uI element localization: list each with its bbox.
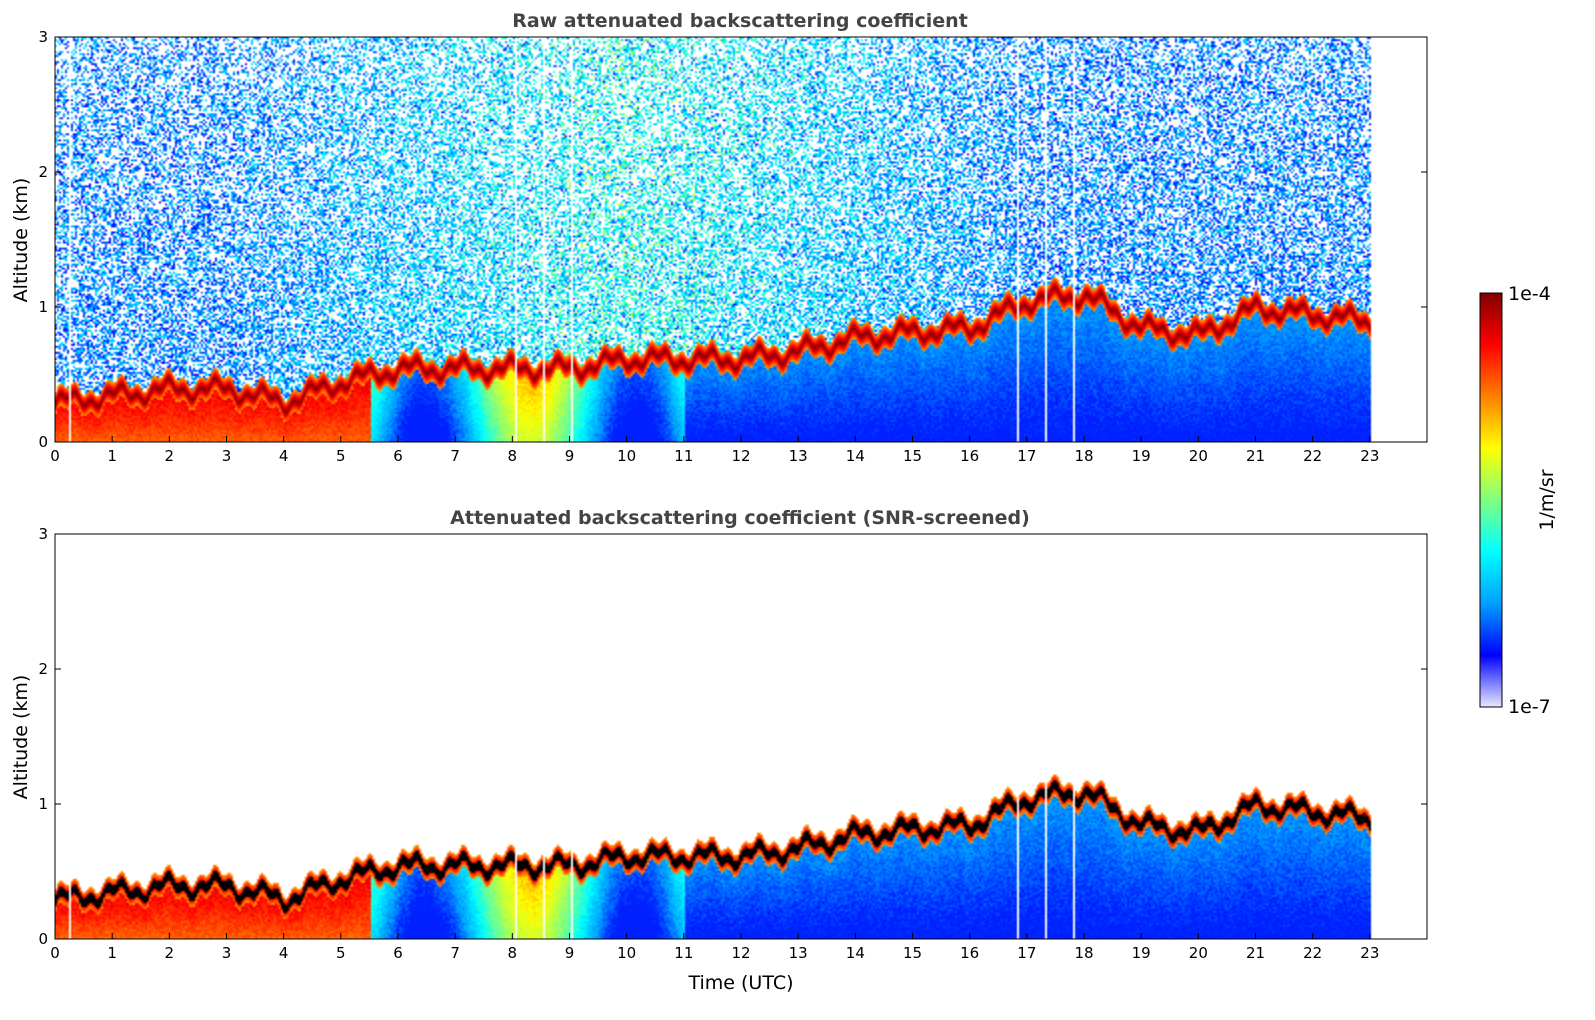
y-tick-label: 1	[38, 298, 48, 316]
x-tick-label: 0	[50, 447, 60, 465]
raw-axis-ticks: 0 1 2 3 4 5 6 7 8 9 10 11 12 13 14 15 16 17 18 19 20 21 22 2301…	[38, 28, 1427, 465]
x-tick-label: 22	[1303, 447, 1322, 465]
x-tick-label: 11	[674, 944, 693, 962]
raw-backscatter-panel: Raw attenuated backscattering coefficien…	[10, 10, 1428, 465]
x-axis-label: Time (UTC)	[687, 972, 793, 994]
x-tick-label: 20	[1189, 447, 1208, 465]
x-tick-label: 1	[107, 447, 117, 465]
colorbar-max-label: 1e-4	[1508, 283, 1551, 305]
colorbar: 1e-4 1e-7 1/m/sr	[1479, 283, 1558, 718]
snr-screened-panel: Attenuated backscattering coefficient (S…	[10, 507, 1428, 994]
x-tick-label: 23	[1360, 447, 1379, 465]
x-tick-label: 21	[1246, 944, 1265, 962]
x-tick-label: 8	[508, 447, 518, 465]
raw-backscatter-heatmap	[55, 37, 1427, 442]
x-tick-label: 5	[336, 944, 346, 962]
x-tick-label: 16	[960, 944, 979, 962]
screened-y-axis-label: Altitude (km)	[10, 675, 32, 800]
x-tick-label: 16	[960, 447, 979, 465]
x-tick-label: 7	[450, 447, 460, 465]
x-tick-label: 7	[450, 944, 460, 962]
screened-axis-ticks: 0 1 2 3 4 5 6 7 8 9 10 11 12 13 14 15 16 17 18 19 20 21 22 2301…	[38, 525, 1427, 962]
x-tick-label: 6	[393, 944, 403, 962]
x-tick-label: 9	[565, 944, 575, 962]
screened-backscatter-heatmap	[55, 534, 1427, 939]
x-tick-label: 10	[617, 447, 636, 465]
x-tick-label: 4	[279, 447, 289, 465]
x-tick-label: 1	[107, 944, 117, 962]
x-tick-label: 15	[903, 944, 922, 962]
x-tick-label: 5	[336, 447, 346, 465]
colorbar-gradient	[1479, 292, 1503, 708]
x-tick-label: 2	[165, 447, 175, 465]
x-tick-label: 4	[279, 944, 289, 962]
x-tick-label: 19	[1132, 447, 1151, 465]
colorbar-min-label: 1e-7	[1508, 696, 1551, 718]
x-tick-label: 10	[617, 944, 636, 962]
x-tick-label: 3	[222, 944, 232, 962]
colorbar-units-label: 1/m/sr	[1536, 469, 1558, 530]
x-tick-label: 9	[565, 447, 575, 465]
y-tick-label: 2	[38, 163, 48, 181]
raw-y-axis-label: Altitude (km)	[10, 178, 32, 303]
x-tick-label: 19	[1132, 944, 1151, 962]
y-tick-label: 3	[38, 525, 48, 543]
x-tick-label: 12	[731, 944, 750, 962]
x-tick-label: 21	[1246, 447, 1265, 465]
x-tick-label: 14	[846, 447, 865, 465]
x-tick-label: 20	[1189, 944, 1208, 962]
x-tick-label: 22	[1303, 944, 1322, 962]
x-tick-label: 0	[50, 944, 60, 962]
y-tick-label: 3	[38, 28, 48, 46]
x-tick-label: 6	[393, 447, 403, 465]
x-tick-label: 13	[789, 944, 808, 962]
x-tick-label: 11	[674, 447, 693, 465]
x-tick-label: 17	[1017, 447, 1036, 465]
x-tick-label: 13	[789, 447, 808, 465]
x-tick-label: 15	[903, 447, 922, 465]
x-tick-label: 23	[1360, 944, 1379, 962]
x-tick-label: 2	[165, 944, 175, 962]
y-tick-label: 2	[38, 660, 48, 678]
x-tick-label: 8	[508, 944, 518, 962]
x-tick-label: 17	[1017, 944, 1036, 962]
raw-panel-title: Raw attenuated backscattering coefficien…	[512, 10, 968, 32]
x-tick-label: 18	[1074, 944, 1093, 962]
x-tick-label: 3	[222, 447, 232, 465]
y-tick-label: 0	[38, 433, 48, 451]
x-tick-label: 14	[846, 944, 865, 962]
y-tick-label: 0	[38, 930, 48, 948]
x-tick-label: 12	[731, 447, 750, 465]
screened-panel-title: Attenuated backscattering coefficient (S…	[450, 507, 1030, 529]
x-tick-label: 18	[1074, 447, 1093, 465]
y-tick-label: 1	[38, 795, 48, 813]
